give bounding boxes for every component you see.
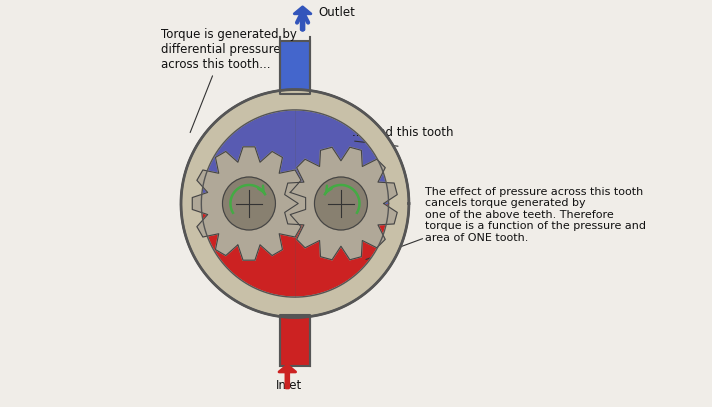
Text: The effect of pressure across this tooth
cancels torque generated by
one of the : The effect of pressure across this tooth… [425, 187, 646, 243]
FancyBboxPatch shape [280, 41, 310, 94]
Polygon shape [181, 90, 409, 317]
Text: Inlet: Inlet [276, 379, 302, 392]
Polygon shape [285, 147, 397, 260]
Circle shape [223, 177, 276, 230]
Circle shape [315, 177, 367, 230]
Text: Torque is generated by
differential pressure
across this tooth...: Torque is generated by differential pres… [161, 28, 296, 72]
Polygon shape [181, 90, 409, 204]
Polygon shape [181, 90, 409, 317]
Polygon shape [192, 147, 305, 260]
FancyBboxPatch shape [280, 313, 310, 366]
Text: Outlet: Outlet [318, 6, 355, 19]
Text: .... and this tooth: .... and this tooth [352, 126, 454, 139]
